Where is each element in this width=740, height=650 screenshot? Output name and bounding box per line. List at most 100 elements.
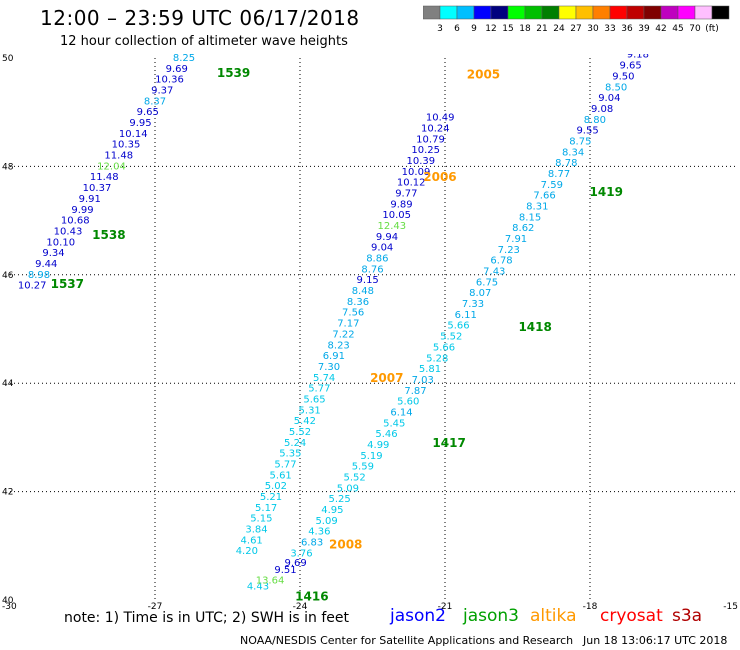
y-tick-label: 42 (2, 488, 13, 498)
sat-s3a-label: s3a (672, 606, 703, 626)
color-scale-label: 42 (655, 24, 666, 34)
wave-height-value: 9.18 (627, 50, 649, 61)
time-label: 2007 (370, 371, 403, 385)
wave-height-value: 10.05 (382, 210, 411, 221)
wave-height-value: 8.78 (555, 158, 577, 169)
time-label: 1539 (217, 66, 250, 80)
wave-height-value: 9.91 (79, 194, 101, 205)
wave-height-value: 5.19 (360, 451, 382, 462)
color-scale-label: 12 (485, 24, 496, 34)
wave-height-value: 9.04 (598, 93, 620, 104)
color-scale-label: (ft) (705, 24, 719, 34)
wave-height-value: 3.76 (290, 548, 312, 559)
x-tick-label: -27 (148, 602, 163, 612)
wave-height-value: 8.48 (352, 286, 374, 297)
wave-height-value: 9.94 (376, 232, 398, 243)
wave-height-value: 5.52 (440, 332, 462, 343)
color-scale-label: 30 (587, 24, 599, 34)
x-tick-label: -21 (438, 602, 453, 612)
color-scale-label: 3 (437, 24, 443, 34)
time-label: 2006 (423, 170, 456, 184)
wave-height-value: 5.74 (313, 373, 335, 384)
wave-height-value: 10.10 (46, 237, 75, 248)
wave-height-value: 9.65 (137, 107, 159, 118)
x-tick-label: -18 (583, 602, 598, 612)
wave-height-value: 7.43 (483, 267, 505, 278)
wave-height-value: 5.24 (284, 438, 306, 449)
wave-height-value: 4.20 (236, 546, 258, 557)
wave-height-value: 5.02 (265, 481, 287, 492)
wave-height-value: 11.48 (104, 151, 133, 162)
color-scale-label: 18 (519, 24, 531, 34)
wave-height-value: 5.42 (294, 416, 316, 427)
y-tick-label: 44 (2, 379, 14, 389)
wave-height-value: 5.28 (426, 353, 448, 364)
x-tick-label: -15 (723, 602, 738, 612)
wave-height-value: 5.52 (343, 473, 365, 484)
wave-height-value: 10.68 (61, 216, 90, 227)
color-scale-label: 6 (454, 24, 460, 34)
wave-height-value: 7.03 (412, 375, 434, 386)
wave-height-value: 4.61 (241, 535, 263, 546)
wave-height-value: 8.77 (548, 169, 570, 180)
chart-title: 12:00 – 23:59 UTC 06/17/2018 (40, 6, 360, 30)
wave-height-value: 9.69 (285, 558, 307, 569)
wave-height-value: 5.09 (337, 483, 359, 494)
wave-height-value: 7.22 (332, 329, 354, 340)
wave-height-value: 5.77 (308, 384, 330, 395)
wave-height-value: 5.35 (279, 449, 301, 460)
time-label: 1419 (590, 185, 623, 199)
wave-height-value: 6.91 (323, 351, 345, 362)
color-scale-label: 39 (638, 24, 650, 34)
color-scale-label: 15 (502, 24, 513, 34)
color-scale-label: 27 (570, 24, 581, 34)
x-tick-label: -24 (293, 602, 308, 612)
wave-height-value: 10.14 (119, 129, 148, 140)
wave-height-value: 12.04 (97, 161, 126, 172)
footer-note: note: 1) Time is in UTC; 2) SWH is in fe… (64, 610, 350, 626)
wave-height-value: 8.15 (519, 212, 541, 223)
x-tick-label: -30 (2, 602, 17, 612)
wave-height-value: 10.49 (426, 113, 455, 124)
wave-height-value: 4.99 (367, 440, 389, 451)
sat-cryosat-label: cryosat (600, 606, 663, 626)
wave-height-value: 8.34 (562, 147, 584, 158)
footer-credit: NOAA/NESDIS Center for Satellite Applica… (240, 634, 574, 647)
wave-height-value: 8.35 (648, 17, 670, 28)
wave-height-value: 5.31 (299, 405, 321, 416)
sat-altika-label: altika (530, 606, 577, 626)
wave-height-value: 8.86 (366, 254, 388, 265)
wave-height-value: 10.12 (397, 178, 426, 189)
wave-height-value: 7.33 (462, 299, 484, 310)
wave-height-value: 13.64 (256, 575, 285, 586)
wave-height-value: 10.25 (411, 145, 440, 156)
wave-height-value: 9.15 (357, 275, 379, 286)
wave-height-value: 9.89 (390, 199, 412, 210)
wave-height-value: 4.36 (308, 527, 330, 538)
wave-height-value: 10.37 (83, 183, 112, 194)
wave-height-value: 8.25 (173, 53, 195, 64)
wave-height-value: 5.59 (352, 462, 374, 473)
footer-timestamp: Jun 18 13:06:17 UTC 2018 (583, 634, 728, 647)
wave-height-value: 6.14 (390, 407, 412, 418)
time-label: 2008 (329, 538, 362, 552)
color-scale-label: 21 (536, 24, 547, 34)
wave-height-value: 5.21 (260, 492, 282, 503)
wave-height-value: 8.36 (347, 297, 369, 308)
wave-height-value: 6.83 (301, 538, 323, 549)
wave-height-value: 8.25 (641, 28, 663, 39)
wave-height-value: 10.39 (407, 156, 436, 167)
wave-height-value: 8.75 (569, 136, 591, 147)
wave-height-value: 10.79 (416, 134, 445, 145)
wave-height-value: 6.11 (455, 310, 477, 321)
wave-height-value: 10.35 (112, 140, 141, 151)
wave-height-value: 8.22 (662, 0, 684, 7)
color-scale-swatch (711, 5, 730, 20)
wave-height-value: 8.07 (469, 288, 491, 299)
wave-height-value: 8.87 (187, 31, 209, 42)
wave-height-value: 8.98 (28, 270, 50, 281)
wave-height-value: 8.26 (180, 42, 202, 53)
wave-height-value: 5.66 (433, 342, 455, 353)
color-scale-label: 33 (604, 24, 615, 34)
